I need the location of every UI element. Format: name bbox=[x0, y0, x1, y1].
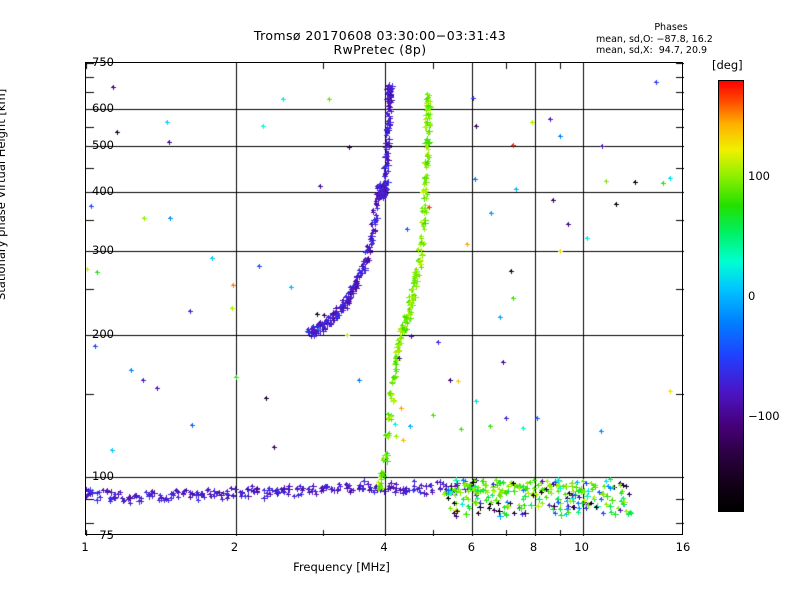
y-tick-750: 750 bbox=[92, 55, 114, 69]
x-tick-4: 4 bbox=[380, 540, 388, 554]
figure-title-line2: RwPretec (8p) bbox=[333, 42, 427, 57]
y-tick-300: 300 bbox=[92, 243, 114, 258]
figure-title-line1: Tromsø 20170608 03:30:00−03:31:43 bbox=[253, 28, 507, 43]
y-tick-75: 75 bbox=[99, 528, 114, 542]
x-tick-1: 1 bbox=[81, 540, 89, 554]
colorbar-tick-0: 100 bbox=[748, 169, 770, 183]
y-tick-100: 100 bbox=[92, 468, 114, 483]
phases-header: Phases bbox=[654, 22, 688, 33]
x-axis-title: Frequency [MHz] bbox=[293, 560, 390, 574]
y-axis-title: Stationary phase Virtual Height [km] bbox=[0, 88, 8, 300]
phases-x-line: mean, sd,X: 94.7, 20.9 bbox=[596, 45, 708, 56]
colorbar-tick-1: 0 bbox=[748, 289, 756, 303]
x-tick-6: 6 bbox=[467, 540, 476, 554]
y-tick-500: 500 bbox=[92, 138, 114, 153]
phases-annotation: Phases mean, sd,O: −87.8, 16.2 mean, sd,… bbox=[596, 22, 786, 57]
x-tick-10: 10 bbox=[574, 540, 589, 554]
colorbar-gradient bbox=[718, 80, 744, 512]
colorbar-tick-2: −100 bbox=[748, 409, 780, 423]
y-tick-600: 600 bbox=[92, 100, 114, 115]
x-tick-2: 2 bbox=[230, 540, 239, 554]
y-tick-400: 400 bbox=[92, 184, 114, 199]
x-tick-16: 16 bbox=[675, 540, 691, 554]
x-tick-8: 8 bbox=[529, 540, 538, 554]
phases-o-line: mean, sd,O: −87.8, 16.2 bbox=[596, 33, 713, 45]
plot-area bbox=[85, 62, 684, 536]
scatter-canvas bbox=[86, 63, 684, 536]
y-tick-200: 200 bbox=[92, 326, 114, 341]
colorbar-unit-label: [deg] bbox=[712, 58, 743, 72]
colorbar bbox=[718, 80, 744, 512]
